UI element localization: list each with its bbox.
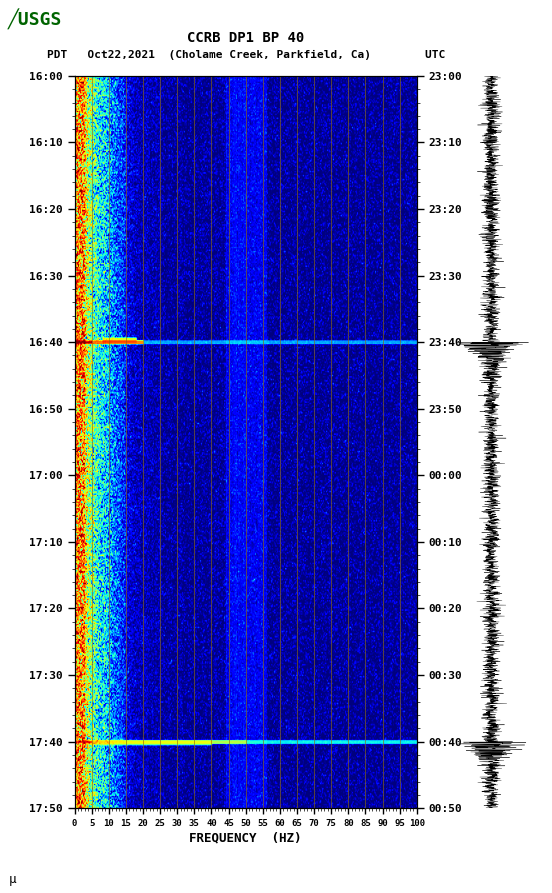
X-axis label: FREQUENCY  (HZ): FREQUENCY (HZ)	[189, 831, 302, 845]
Text: μ: μ	[8, 872, 16, 886]
Text: CCRB DP1 BP 40: CCRB DP1 BP 40	[187, 31, 304, 46]
Text: ╱USGS: ╱USGS	[8, 9, 63, 30]
Text: PDT   Oct22,2021  (Cholame Creek, Parkfield, Ca)        UTC: PDT Oct22,2021 (Cholame Creek, Parkfield…	[46, 50, 445, 61]
